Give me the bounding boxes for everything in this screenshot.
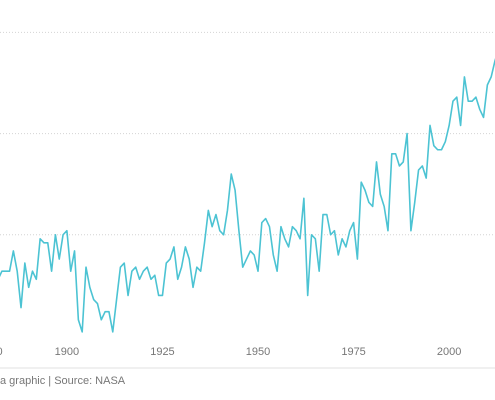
x-tick-label: 1950 (246, 346, 270, 358)
source-note: a graphic | Source: NASA (0, 375, 126, 387)
x-tick-label: 1880 (0, 346, 3, 358)
x-tick-label: 1900 (55, 346, 79, 358)
x-tick-label: 2000 (437, 346, 461, 358)
x-tick-label: 1925 (150, 346, 174, 358)
x-tick-label: 1975 (341, 346, 365, 358)
data-line (0, 58, 495, 333)
